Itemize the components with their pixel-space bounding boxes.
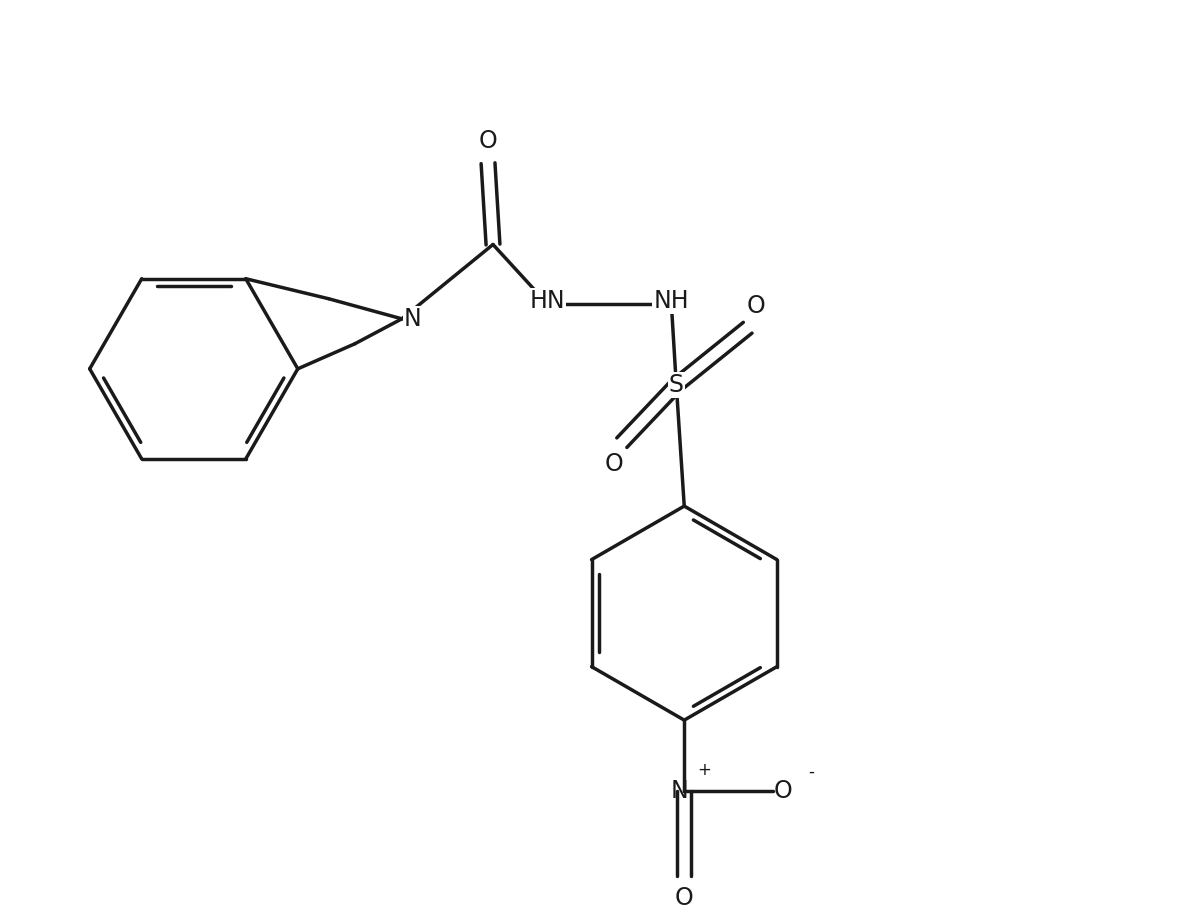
Text: O: O [746,294,765,318]
Text: O: O [604,453,624,476]
Text: HN: HN [530,289,566,313]
Text: O: O [774,779,792,803]
Text: O: O [675,886,694,910]
Text: N: N [671,779,689,803]
Text: N: N [403,307,421,330]
Text: O: O [479,129,497,153]
Text: -: - [808,763,814,780]
Text: S: S [668,374,684,397]
Text: +: + [697,761,712,778]
Text: NH: NH [654,289,689,313]
